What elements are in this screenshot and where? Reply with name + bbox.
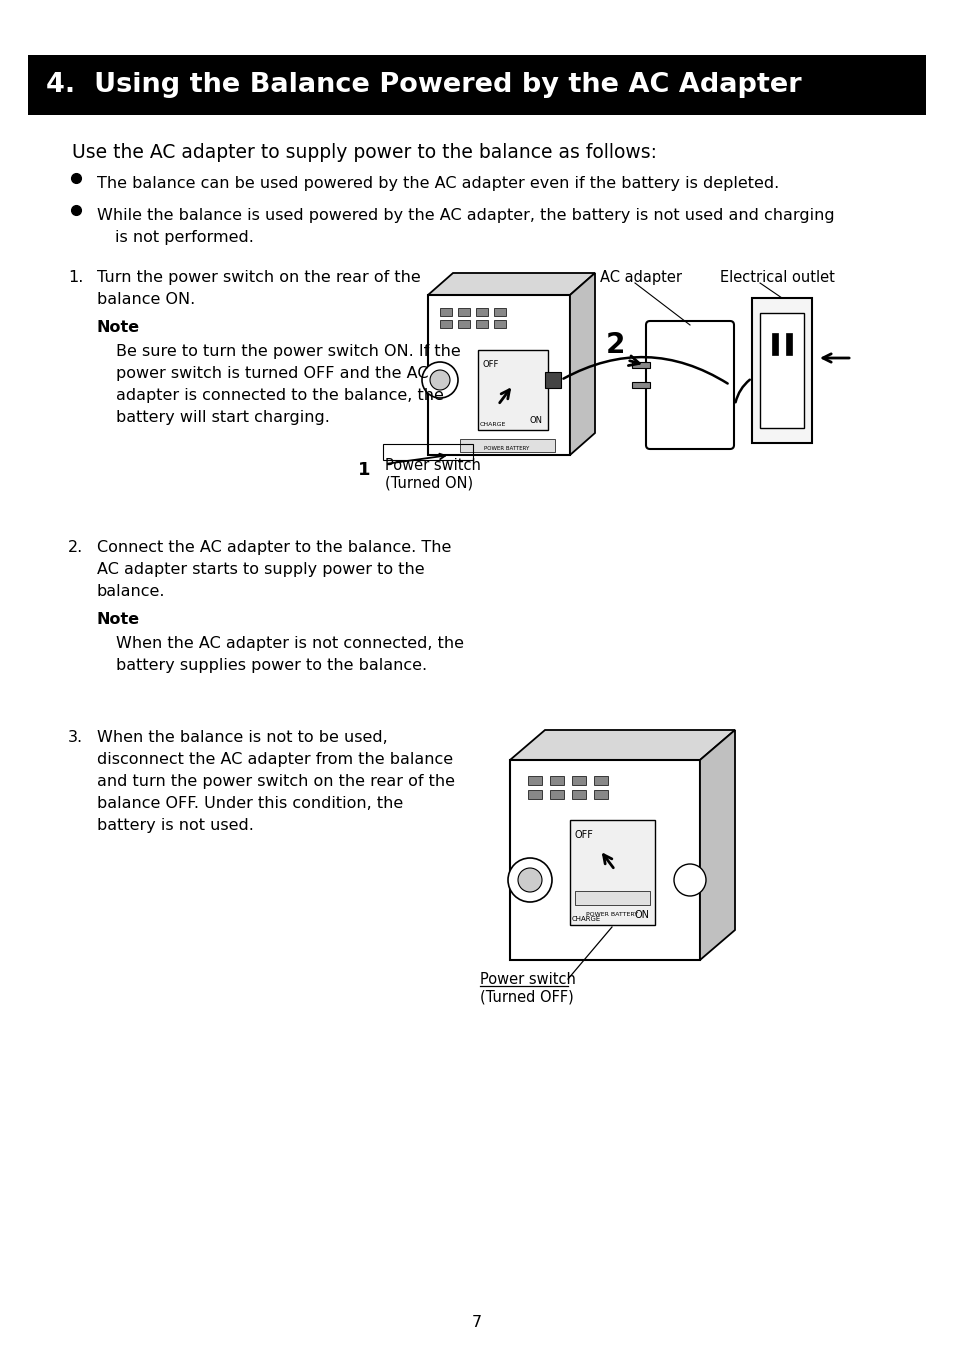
Text: and turn the power switch on the rear of the: and turn the power switch on the rear of… [97, 774, 455, 788]
Text: OFF: OFF [575, 830, 594, 840]
Text: Power switch: Power switch [385, 458, 480, 472]
Text: disconnect the AC adapter from the balance: disconnect the AC adapter from the balan… [97, 752, 453, 767]
Text: POWER BATTERY: POWER BATTERY [585, 913, 638, 917]
Text: Connect the AC adapter to the balance. The: Connect the AC adapter to the balance. T… [97, 540, 451, 555]
FancyBboxPatch shape [575, 891, 649, 904]
Circle shape [673, 864, 705, 896]
Text: ON: ON [530, 416, 542, 425]
Polygon shape [700, 730, 734, 960]
FancyBboxPatch shape [631, 362, 649, 369]
Text: AC adapter: AC adapter [599, 270, 681, 285]
Polygon shape [510, 730, 734, 760]
Text: Power switch: Power switch [479, 972, 576, 987]
Text: 2: 2 [604, 331, 624, 359]
Polygon shape [569, 273, 595, 455]
Text: battery will start charging.: battery will start charging. [116, 410, 330, 425]
Text: 1.: 1. [68, 270, 83, 285]
Text: Note: Note [97, 320, 140, 335]
FancyBboxPatch shape [771, 333, 778, 355]
Text: adapter is connected to the balance, the: adapter is connected to the balance, the [116, 387, 443, 404]
Text: 7: 7 [472, 1315, 481, 1330]
FancyBboxPatch shape [544, 373, 560, 387]
Text: balance.: balance. [97, 585, 165, 599]
Text: balance OFF. Under this condition, the: balance OFF. Under this condition, the [97, 796, 403, 811]
FancyBboxPatch shape [572, 776, 585, 784]
Text: The balance can be used powered by the AC adapter even if the battery is deplete: The balance can be used powered by the A… [97, 176, 779, 190]
Text: When the AC adapter is not connected, the: When the AC adapter is not connected, th… [116, 636, 463, 651]
Text: POWER BATTERY: POWER BATTERY [484, 446, 529, 451]
FancyBboxPatch shape [594, 776, 607, 784]
Text: 3.: 3. [68, 730, 83, 745]
Text: 1: 1 [357, 460, 370, 479]
Text: is not performed.: is not performed. [115, 230, 253, 244]
Circle shape [517, 868, 541, 892]
FancyBboxPatch shape [527, 790, 541, 799]
FancyBboxPatch shape [572, 790, 585, 799]
Text: battery is not used.: battery is not used. [97, 818, 253, 833]
FancyBboxPatch shape [476, 320, 488, 328]
Text: balance ON.: balance ON. [97, 292, 195, 306]
FancyBboxPatch shape [527, 776, 541, 784]
FancyBboxPatch shape [28, 55, 925, 115]
FancyBboxPatch shape [476, 308, 488, 316]
Polygon shape [428, 273, 595, 296]
Circle shape [507, 859, 552, 902]
FancyBboxPatch shape [550, 790, 563, 799]
FancyBboxPatch shape [569, 819, 655, 925]
Text: battery supplies power to the balance.: battery supplies power to the balance. [116, 657, 427, 674]
FancyBboxPatch shape [439, 308, 452, 316]
Text: CHARGE: CHARGE [572, 917, 600, 922]
FancyBboxPatch shape [439, 320, 452, 328]
Text: 4.  Using the Balance Powered by the AC Adapter: 4. Using the Balance Powered by the AC A… [46, 72, 801, 99]
Text: While the balance is used powered by the AC adapter, the battery is not used and: While the balance is used powered by the… [97, 208, 834, 223]
Circle shape [430, 370, 450, 390]
FancyBboxPatch shape [751, 298, 811, 443]
FancyBboxPatch shape [457, 308, 470, 316]
Text: OFF: OFF [482, 360, 498, 369]
FancyBboxPatch shape [457, 320, 470, 328]
FancyBboxPatch shape [594, 790, 607, 799]
Text: power switch is turned OFF and the AC: power switch is turned OFF and the AC [116, 366, 428, 381]
Text: CHARGE: CHARGE [479, 423, 506, 427]
Text: When the balance is not to be used,: When the balance is not to be used, [97, 730, 387, 745]
Text: Use the AC adapter to supply power to the balance as follows:: Use the AC adapter to supply power to th… [71, 143, 657, 162]
Text: Note: Note [97, 612, 140, 626]
FancyBboxPatch shape [494, 320, 505, 328]
FancyBboxPatch shape [760, 313, 803, 428]
FancyBboxPatch shape [477, 350, 547, 431]
FancyBboxPatch shape [785, 333, 791, 355]
FancyBboxPatch shape [459, 439, 555, 452]
Text: ON: ON [635, 910, 649, 919]
Text: Electrical outlet: Electrical outlet [720, 270, 834, 285]
FancyBboxPatch shape [494, 308, 505, 316]
FancyBboxPatch shape [631, 382, 649, 387]
Circle shape [421, 362, 457, 398]
Text: AC adapter starts to supply power to the: AC adapter starts to supply power to the [97, 562, 424, 576]
Text: Be sure to turn the power switch ON. If the: Be sure to turn the power switch ON. If … [116, 344, 460, 359]
FancyBboxPatch shape [550, 776, 563, 784]
Text: 2.: 2. [68, 540, 83, 555]
Text: (Turned ON): (Turned ON) [385, 477, 473, 491]
FancyBboxPatch shape [645, 321, 733, 450]
Polygon shape [510, 760, 700, 960]
Polygon shape [428, 296, 569, 455]
Text: (Turned OFF): (Turned OFF) [479, 990, 573, 1004]
Text: Turn the power switch on the rear of the: Turn the power switch on the rear of the [97, 270, 420, 285]
